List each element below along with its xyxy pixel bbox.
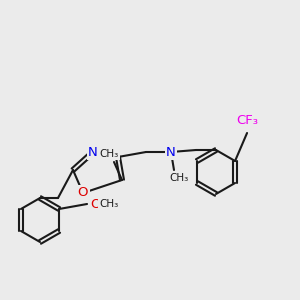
Text: CF₃: CF₃ [236,115,258,128]
Text: O: O [78,187,88,200]
Text: CH₃: CH₃ [169,173,189,183]
Text: CH₃: CH₃ [99,149,119,159]
Text: N: N [166,146,176,158]
Text: CH₃: CH₃ [99,199,119,209]
Text: N: N [88,146,98,158]
Text: O: O [90,197,100,211]
